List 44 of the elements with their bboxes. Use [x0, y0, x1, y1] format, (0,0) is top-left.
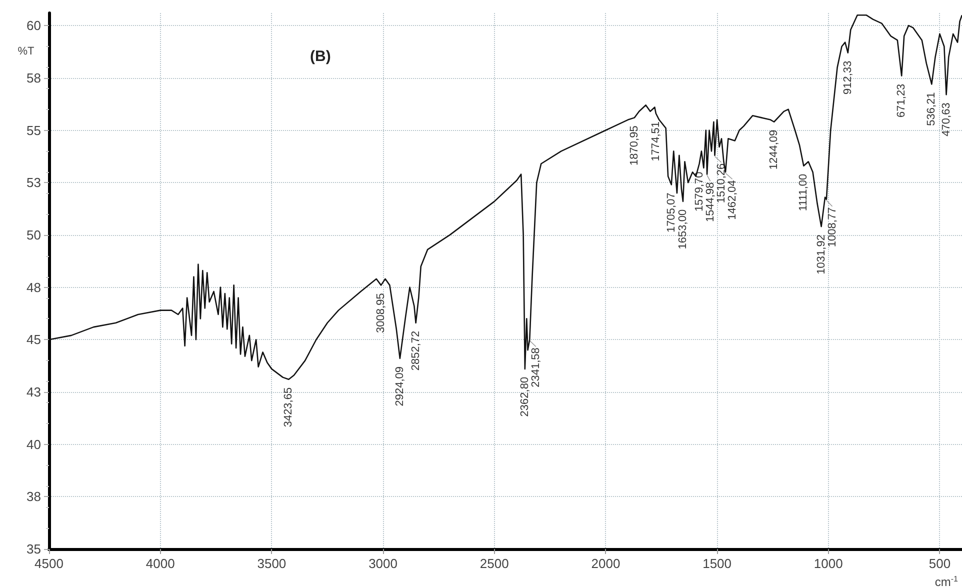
y-tick-label: 53: [26, 175, 41, 190]
x-tick-label: 500: [928, 556, 951, 571]
x-tick-label: 4500: [34, 556, 64, 571]
annotation: 2341,58: [530, 348, 542, 388]
annotation: 2852,72: [410, 330, 422, 371]
annotation: 1705,07: [665, 192, 678, 232]
annotation: 1462,04: [726, 180, 738, 220]
y-tick-label: 55: [26, 122, 41, 138]
annotation: 3423,65: [282, 387, 295, 428]
x-tick-label: 2000: [591, 556, 620, 571]
y-tick-label: 35: [26, 542, 41, 556]
y-tick-label: 38: [26, 489, 41, 504]
y-tick-label: 43: [26, 384, 41, 400]
annotation: 470,63: [940, 102, 952, 136]
text: (B): [310, 48, 331, 65]
x-tick-label: 1500: [702, 556, 732, 571]
y-tick-label: 40: [26, 436, 41, 452]
annotation: 671,23: [896, 84, 908, 118]
annotation: 1579,70: [693, 172, 706, 212]
x-tick-label: 4000: [146, 556, 175, 571]
annotation: 1870,95: [628, 126, 640, 166]
annotation: 3008,95: [375, 293, 388, 333]
y-tick-label: 60: [26, 18, 41, 34]
annotation: 2362,80: [518, 376, 531, 417]
y-tick-label: 58: [26, 70, 41, 86]
x-tick-label: 2500: [480, 556, 509, 571]
annotation: 1008,77: [826, 207, 838, 248]
annotation: 1653,00: [676, 209, 689, 250]
y-axis-title: %T: [18, 46, 35, 58]
annotation: 1031,92: [815, 234, 828, 274]
y-tick-label: 50: [26, 227, 41, 242]
annotation: 912,33: [842, 60, 854, 94]
y-tick-label: 48: [26, 280, 41, 295]
x-tick-label: 3000: [368, 556, 398, 571]
annotation: 1544,98: [704, 182, 716, 222]
annotation: 536,21: [926, 92, 938, 126]
x-tick-label: 1000: [814, 556, 843, 571]
x-tick-label: 3500: [257, 556, 286, 571]
y-tick-label: 45: [26, 332, 41, 348]
annotation: 1510,26: [715, 163, 728, 204]
annotation: 1774,51: [650, 122, 662, 162]
annotation: 1111,00: [798, 174, 810, 212]
annotation: 2924,09: [394, 366, 406, 406]
annotation: 1244,09: [768, 130, 780, 170]
